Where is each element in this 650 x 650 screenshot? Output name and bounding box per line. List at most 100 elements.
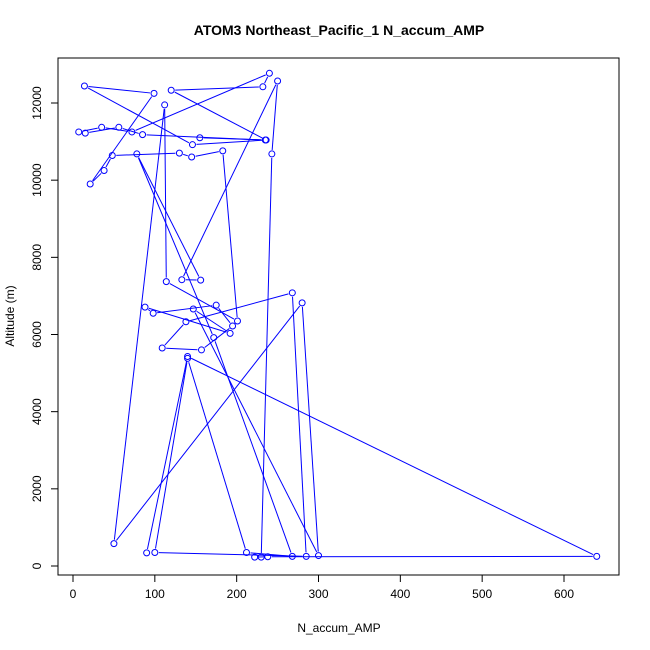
data-point <box>257 553 265 561</box>
data-point <box>150 89 158 97</box>
data-point <box>288 289 296 297</box>
data-point <box>265 69 273 77</box>
x-axis: 0 100 200 300 400 500 600 <box>70 574 574 601</box>
data-point <box>100 167 108 175</box>
y-tick-label: 4000 <box>30 398 44 425</box>
y-tick-label: 2000 <box>30 475 44 502</box>
series-line-segment <box>137 157 213 335</box>
data-point <box>229 322 237 330</box>
data-point <box>184 352 192 360</box>
plot-area <box>75 69 601 561</box>
data-point <box>175 149 183 157</box>
series-line-segment <box>175 86 259 91</box>
x-tick-label: 0 <box>70 587 77 601</box>
y-tick-label: 8000 <box>30 244 44 271</box>
series-line-segment <box>166 347 198 351</box>
chart-title: ATOM3 Northeast_Pacific_1 N_accum_AMP <box>194 22 484 38</box>
data-point <box>268 150 276 158</box>
series-line-segment <box>113 108 165 540</box>
x-axis-label: N_accum_AMP <box>297 621 380 635</box>
series-line-segment <box>195 151 219 157</box>
series-line-segment <box>146 134 262 141</box>
data-point <box>315 552 322 560</box>
series-line-segment <box>92 96 153 182</box>
y-axis: 0 2000 4000 6000 8000 10000 12000 <box>30 86 59 569</box>
data-point <box>110 540 118 548</box>
y-tick-label: 10000 <box>30 163 44 197</box>
data-point <box>108 151 116 159</box>
y-tick-label: 6000 <box>30 321 44 348</box>
data-point <box>158 344 166 352</box>
data-point <box>115 123 123 131</box>
series-line-segment <box>92 172 102 182</box>
data-point <box>264 553 272 561</box>
data-point <box>196 134 204 142</box>
data-point <box>162 278 170 286</box>
data-point <box>212 301 220 309</box>
series-line-segment <box>189 293 289 322</box>
data-point <box>302 552 310 560</box>
series-line-segment <box>301 306 319 552</box>
x-tick-label: 200 <box>227 587 247 601</box>
data-point <box>188 141 196 149</box>
data-point <box>188 153 196 161</box>
series-line-segment <box>105 158 111 168</box>
series-line-segment <box>169 283 235 320</box>
data-point <box>233 317 241 325</box>
series-line-segment <box>196 310 228 332</box>
data-point <box>139 131 147 139</box>
data-point <box>259 83 267 91</box>
data-point <box>226 329 234 337</box>
data-point <box>219 147 227 155</box>
data-point <box>167 86 175 94</box>
series-line-segment <box>174 91 263 139</box>
data-point <box>161 101 169 109</box>
data-point <box>251 553 259 561</box>
series-line-segment <box>260 157 273 554</box>
series-line-segment <box>122 128 139 134</box>
x-tick-label: 100 <box>145 587 165 601</box>
series-line-segment <box>135 74 266 131</box>
data-point <box>262 136 270 144</box>
series-line-segment <box>196 139 263 145</box>
series-line-segment <box>155 362 188 549</box>
series-line-segment <box>271 84 278 150</box>
series-line-segment <box>147 309 151 312</box>
data-point <box>81 129 89 137</box>
data-point <box>274 77 282 85</box>
x-tick-label: 400 <box>390 587 410 601</box>
data-point <box>210 334 218 342</box>
series-line-segment <box>292 296 307 553</box>
series-line-segment <box>194 312 318 553</box>
data-point <box>149 309 157 317</box>
data-point <box>86 180 94 188</box>
data-point <box>593 552 601 560</box>
data-point <box>197 346 205 354</box>
x-tick-label: 600 <box>554 587 574 601</box>
series-line-segment <box>218 308 231 324</box>
y-axis-label: Altitude (m) <box>3 285 17 346</box>
data-point <box>98 123 106 131</box>
data-point <box>75 128 83 136</box>
series-line-segment <box>188 362 246 549</box>
data-point <box>182 318 190 326</box>
data-point <box>178 276 186 284</box>
data-point <box>80 82 88 90</box>
data-point <box>143 549 151 557</box>
series-line-segment <box>164 324 184 346</box>
data-point <box>151 548 159 556</box>
y-tick-label: 0 <box>30 562 44 569</box>
series-line-segment <box>222 154 238 318</box>
data-point <box>197 276 205 284</box>
data-point <box>184 354 192 362</box>
data-point <box>298 299 306 307</box>
x-tick-label: 500 <box>472 587 492 601</box>
series-line-segment <box>157 305 213 314</box>
data-point <box>133 150 141 158</box>
data-point <box>242 548 250 556</box>
series-line-segment <box>82 127 98 132</box>
series-line-segment <box>146 360 188 550</box>
series-line-segment <box>88 85 151 94</box>
